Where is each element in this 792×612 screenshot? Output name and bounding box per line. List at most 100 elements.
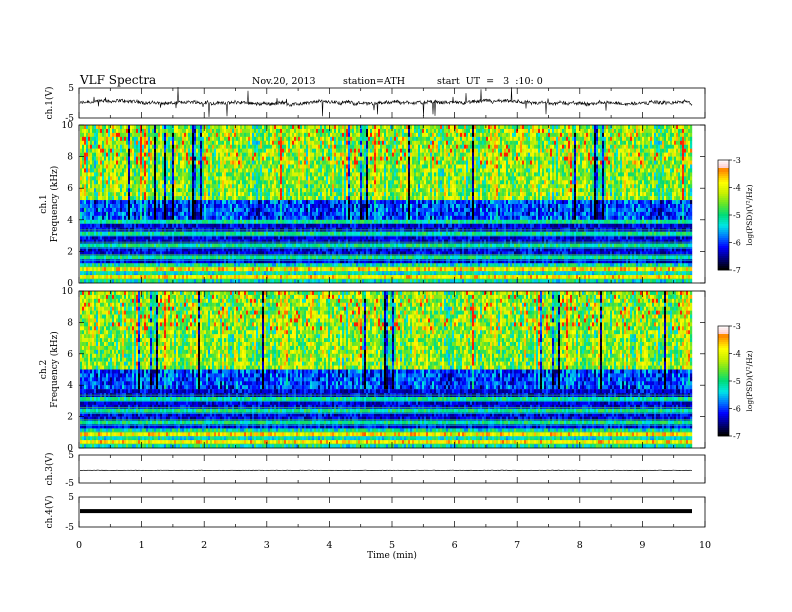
ch1-spectrogram-cell — [106, 180, 108, 184]
ch1-spectrogram-cell — [98, 133, 100, 137]
ch1-spectrogram-cell — [80, 275, 82, 279]
ch1-spectrogram-cell — [118, 188, 120, 192]
ch1-spectrogram-cell — [164, 208, 166, 212]
ch1-spectrogram-cell — [124, 141, 126, 145]
ch1-spectrogram-cell — [160, 267, 162, 271]
ch1-spectrogram-cell — [130, 172, 132, 176]
ch1-spectrogram-cell — [108, 168, 110, 172]
ch1-spectrogram-cell — [98, 255, 100, 259]
ch1-spectrogram-cell — [84, 157, 86, 161]
ch1-spectrogram-cell — [82, 176, 84, 180]
ch1-spectrogram-cell — [92, 188, 94, 192]
ch1-spectrogram-cell — [96, 251, 98, 255]
ch1-spectrogram-cell — [176, 279, 178, 283]
ch1-spectrogram-cell — [144, 141, 146, 145]
ch1-spectrogram-cell — [176, 192, 178, 196]
ch1-spectrogram-cell — [178, 259, 180, 263]
ch1-spectrogram-cell — [164, 188, 166, 192]
ch1-spectrogram-cell — [100, 267, 102, 271]
ch1-spectrogram-cell — [88, 145, 90, 149]
ch1-spectrogram-cell — [120, 232, 122, 236]
ch1-spectrogram-cell — [102, 255, 104, 259]
ch1-spectrogram-cell — [88, 200, 90, 204]
ch1-spectrogram-cell — [84, 184, 86, 188]
ch1-spectrogram-cell — [134, 165, 136, 169]
ch1-spectrogram-cell — [138, 149, 140, 153]
ch1-spectrogram-cell — [98, 149, 100, 153]
ch1-spectrogram-cell — [136, 220, 138, 224]
ch1-spectrogram-cell — [152, 161, 154, 165]
ch1-spectrogram-cell — [148, 125, 150, 129]
ch1-spectrogram-cell — [104, 212, 106, 216]
ch1-spectrogram-cell — [80, 267, 82, 271]
ch1-spectrogram-cell — [104, 180, 106, 184]
ch1-spectrogram-cell — [80, 271, 82, 275]
ch1-spectrogram-cell — [94, 129, 96, 133]
ch1-spectrogram-cell — [112, 232, 114, 236]
ch1-spectrogram-cell — [84, 165, 86, 169]
ch1-spectrogram-cell — [174, 240, 176, 244]
ch1-spectrogram-cell — [168, 157, 170, 161]
ch1-spectrogram-cell — [94, 267, 96, 271]
ch1-spectrogram-cell — [122, 184, 124, 188]
ch1-spectrogram-cell — [120, 251, 122, 255]
ch1-spectrogram-cell — [132, 176, 134, 180]
ch1-spectrogram-cell — [180, 208, 182, 212]
ch1-spectrogram-cell — [86, 216, 88, 220]
ch1-spectrogram-cell — [82, 125, 84, 129]
ch1-spectrogram-cell — [130, 161, 132, 165]
ch1-spectrogram-cell — [166, 251, 168, 255]
ch1-spectrogram-cell — [88, 251, 90, 255]
ch1-spectrogram-cell — [122, 275, 124, 279]
ch1-spectrogram-cell — [148, 208, 150, 212]
ch1-spectrogram-cell — [156, 153, 158, 157]
ch1-spectrogram-cell — [130, 188, 132, 192]
ch1-spectrogram-cell — [148, 251, 150, 255]
ch1-spectrogram-cell — [92, 157, 94, 161]
ch1-spectrogram-cell — [106, 212, 108, 216]
ch1-spectrogram-cell — [92, 224, 94, 228]
ch1-spectrogram-cell — [132, 271, 134, 275]
ch1-spectrogram-cell — [114, 232, 116, 236]
ch1-spectrogram-cell — [138, 275, 140, 279]
ch1-spectrogram-cell — [146, 212, 148, 216]
ch1-spectrogram-cell — [86, 176, 88, 180]
ch1-spectrogram-cell — [142, 188, 144, 192]
ch1-spectrogram-cell — [164, 271, 166, 275]
ch1-spectrogram-cell — [162, 165, 164, 169]
ch1-spectrogram-cell — [162, 129, 164, 133]
ch1-spectrogram-cell — [86, 240, 88, 244]
ch1-spectrogram-cell — [82, 204, 84, 208]
ch1-spectrogram-cell — [106, 192, 108, 196]
ch1-spectrogram-cell — [152, 279, 154, 283]
ch1-spectrogram-cell — [160, 133, 162, 137]
ch1-spectrogram-cell — [136, 204, 138, 208]
ch1-spectrogram-cell — [118, 279, 120, 283]
ch1-spectrogram-cell — [164, 161, 166, 165]
ch1-spectrogram-cell — [90, 141, 92, 145]
ch1-spectrogram-cell — [174, 220, 176, 224]
ch1-spectrogram-cell — [146, 180, 148, 184]
ch1-spectrogram-cell — [112, 204, 114, 208]
ch1-spectrogram-cell — [134, 275, 136, 279]
ch1-spectrogram-cell — [138, 137, 140, 141]
ch1-spectrogram-cell — [166, 188, 168, 192]
ch1-spectrogram-cell — [112, 192, 114, 196]
ch1-spectrogram-cell — [110, 168, 112, 172]
ch1-spectrogram-cell — [122, 267, 124, 271]
ch1-spectrogram-cell — [104, 255, 106, 259]
ch1-spectrogram-cell — [152, 259, 154, 263]
ch1-spectrogram-cell — [106, 133, 108, 137]
ch1-spectrogram-cell — [94, 204, 96, 208]
ch1-spectrogram-cell — [126, 240, 128, 244]
ch1-spectrogram-cell — [140, 165, 142, 169]
ch1-spectrogram-cell — [152, 212, 154, 216]
ch1-spectrogram-cell — [124, 188, 126, 192]
ch1-spectrogram-cell — [130, 165, 132, 169]
ch1-spectrogram-cell — [164, 129, 166, 133]
ch1-spectrogram-cell — [154, 153, 156, 157]
ch1-spectrogram-cell — [150, 275, 152, 279]
ch1-spectrogram-cell — [90, 275, 92, 279]
ch1-spectrogram-cell — [110, 255, 112, 259]
ch1-spectrogram-cell — [140, 271, 142, 275]
